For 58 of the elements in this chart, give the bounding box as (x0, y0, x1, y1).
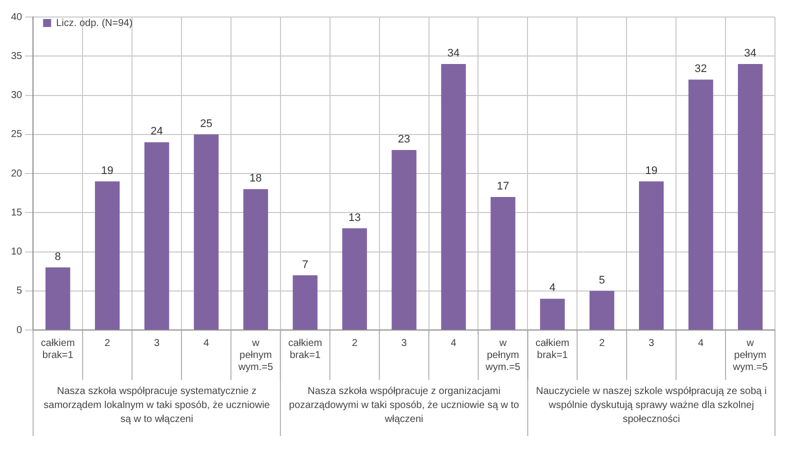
x-tick-label: 4 (698, 338, 704, 349)
bar (342, 228, 367, 330)
bar (738, 64, 763, 330)
x-tick-label: 4 (450, 338, 457, 349)
data-label: 32 (694, 63, 707, 76)
y-tick-label: 25 (11, 129, 23, 140)
data-label: 19 (101, 164, 114, 177)
x-tick-label: 2 (352, 338, 358, 349)
bar (392, 150, 416, 330)
x-tick-label: 3 (648, 338, 655, 349)
bar (94, 181, 120, 330)
x-tick-label: w pełnym wym.=5 (484, 338, 521, 373)
text: Nauczyciele w naszej szkole współpracują ze sobą i wspólnie dyskutują sprawy ważne dla szkolnej społeczności (536, 386, 767, 425)
data-label: 19 (645, 164, 658, 177)
text: Nasza szkoła współpracuje systematycznie z samorządem lokalnym w taki sposób, że uczniowie są w to włączeni (44, 386, 270, 425)
data-label: 34 (744, 47, 756, 60)
data-label: 18 (250, 172, 262, 185)
x-tick-label: w pełnym wym.=5 (237, 338, 274, 373)
x-tick-label: całkiem brak=1 (288, 338, 322, 361)
x-tick-label: 3 (401, 338, 408, 349)
bar (292, 275, 318, 330)
data-label: 24 (150, 126, 163, 138)
y-tick-label: 30 (11, 90, 23, 101)
y-tick-label: 35 (11, 50, 23, 62)
bar (144, 142, 170, 330)
legend-label: Licz. odp. (N=94) (56, 18, 133, 29)
x-tick-label: całkiem brak=1 (40, 338, 75, 361)
y-tick-label: 5 (16, 286, 23, 297)
bar (540, 298, 565, 330)
x-tick-label: 3 (154, 338, 160, 349)
bar (243, 189, 268, 330)
y-tick-label: 40 (11, 12, 23, 23)
y-tick-label: 15 (11, 207, 23, 218)
x-tick-label: 2 (104, 338, 111, 349)
data-label: 17 (496, 180, 510, 193)
bar (45, 267, 70, 330)
bar (441, 64, 466, 330)
data-label: 8 (54, 250, 61, 263)
bar (194, 134, 219, 330)
data-label: 4 (549, 282, 556, 294)
data-label: 5 (598, 274, 605, 286)
data-label: 23 (398, 134, 410, 146)
x-tick-label: całkiem brak=1 (535, 338, 570, 361)
data-label: 34 (447, 47, 460, 60)
bar (490, 196, 516, 330)
x-tick-label: w pełnym wym.=5 (732, 338, 768, 373)
bar (688, 80, 714, 330)
text: Nasza szkoła współpracuje z organizacjami pozarządowymi w taki sposób, że uczniowie są w to włączeni (289, 386, 520, 425)
y-tick-label: 0 (16, 324, 23, 336)
data-label: 13 (348, 212, 361, 224)
bar (590, 290, 614, 330)
bar (638, 181, 664, 330)
y-tick-label: 10 (11, 246, 23, 258)
y-tick-label: 20 (11, 168, 23, 180)
x-tick-label: 4 (203, 338, 210, 349)
data-label: 7 (302, 258, 308, 271)
data-label: 25 (200, 118, 212, 130)
x-tick-label: 2 (599, 338, 606, 349)
